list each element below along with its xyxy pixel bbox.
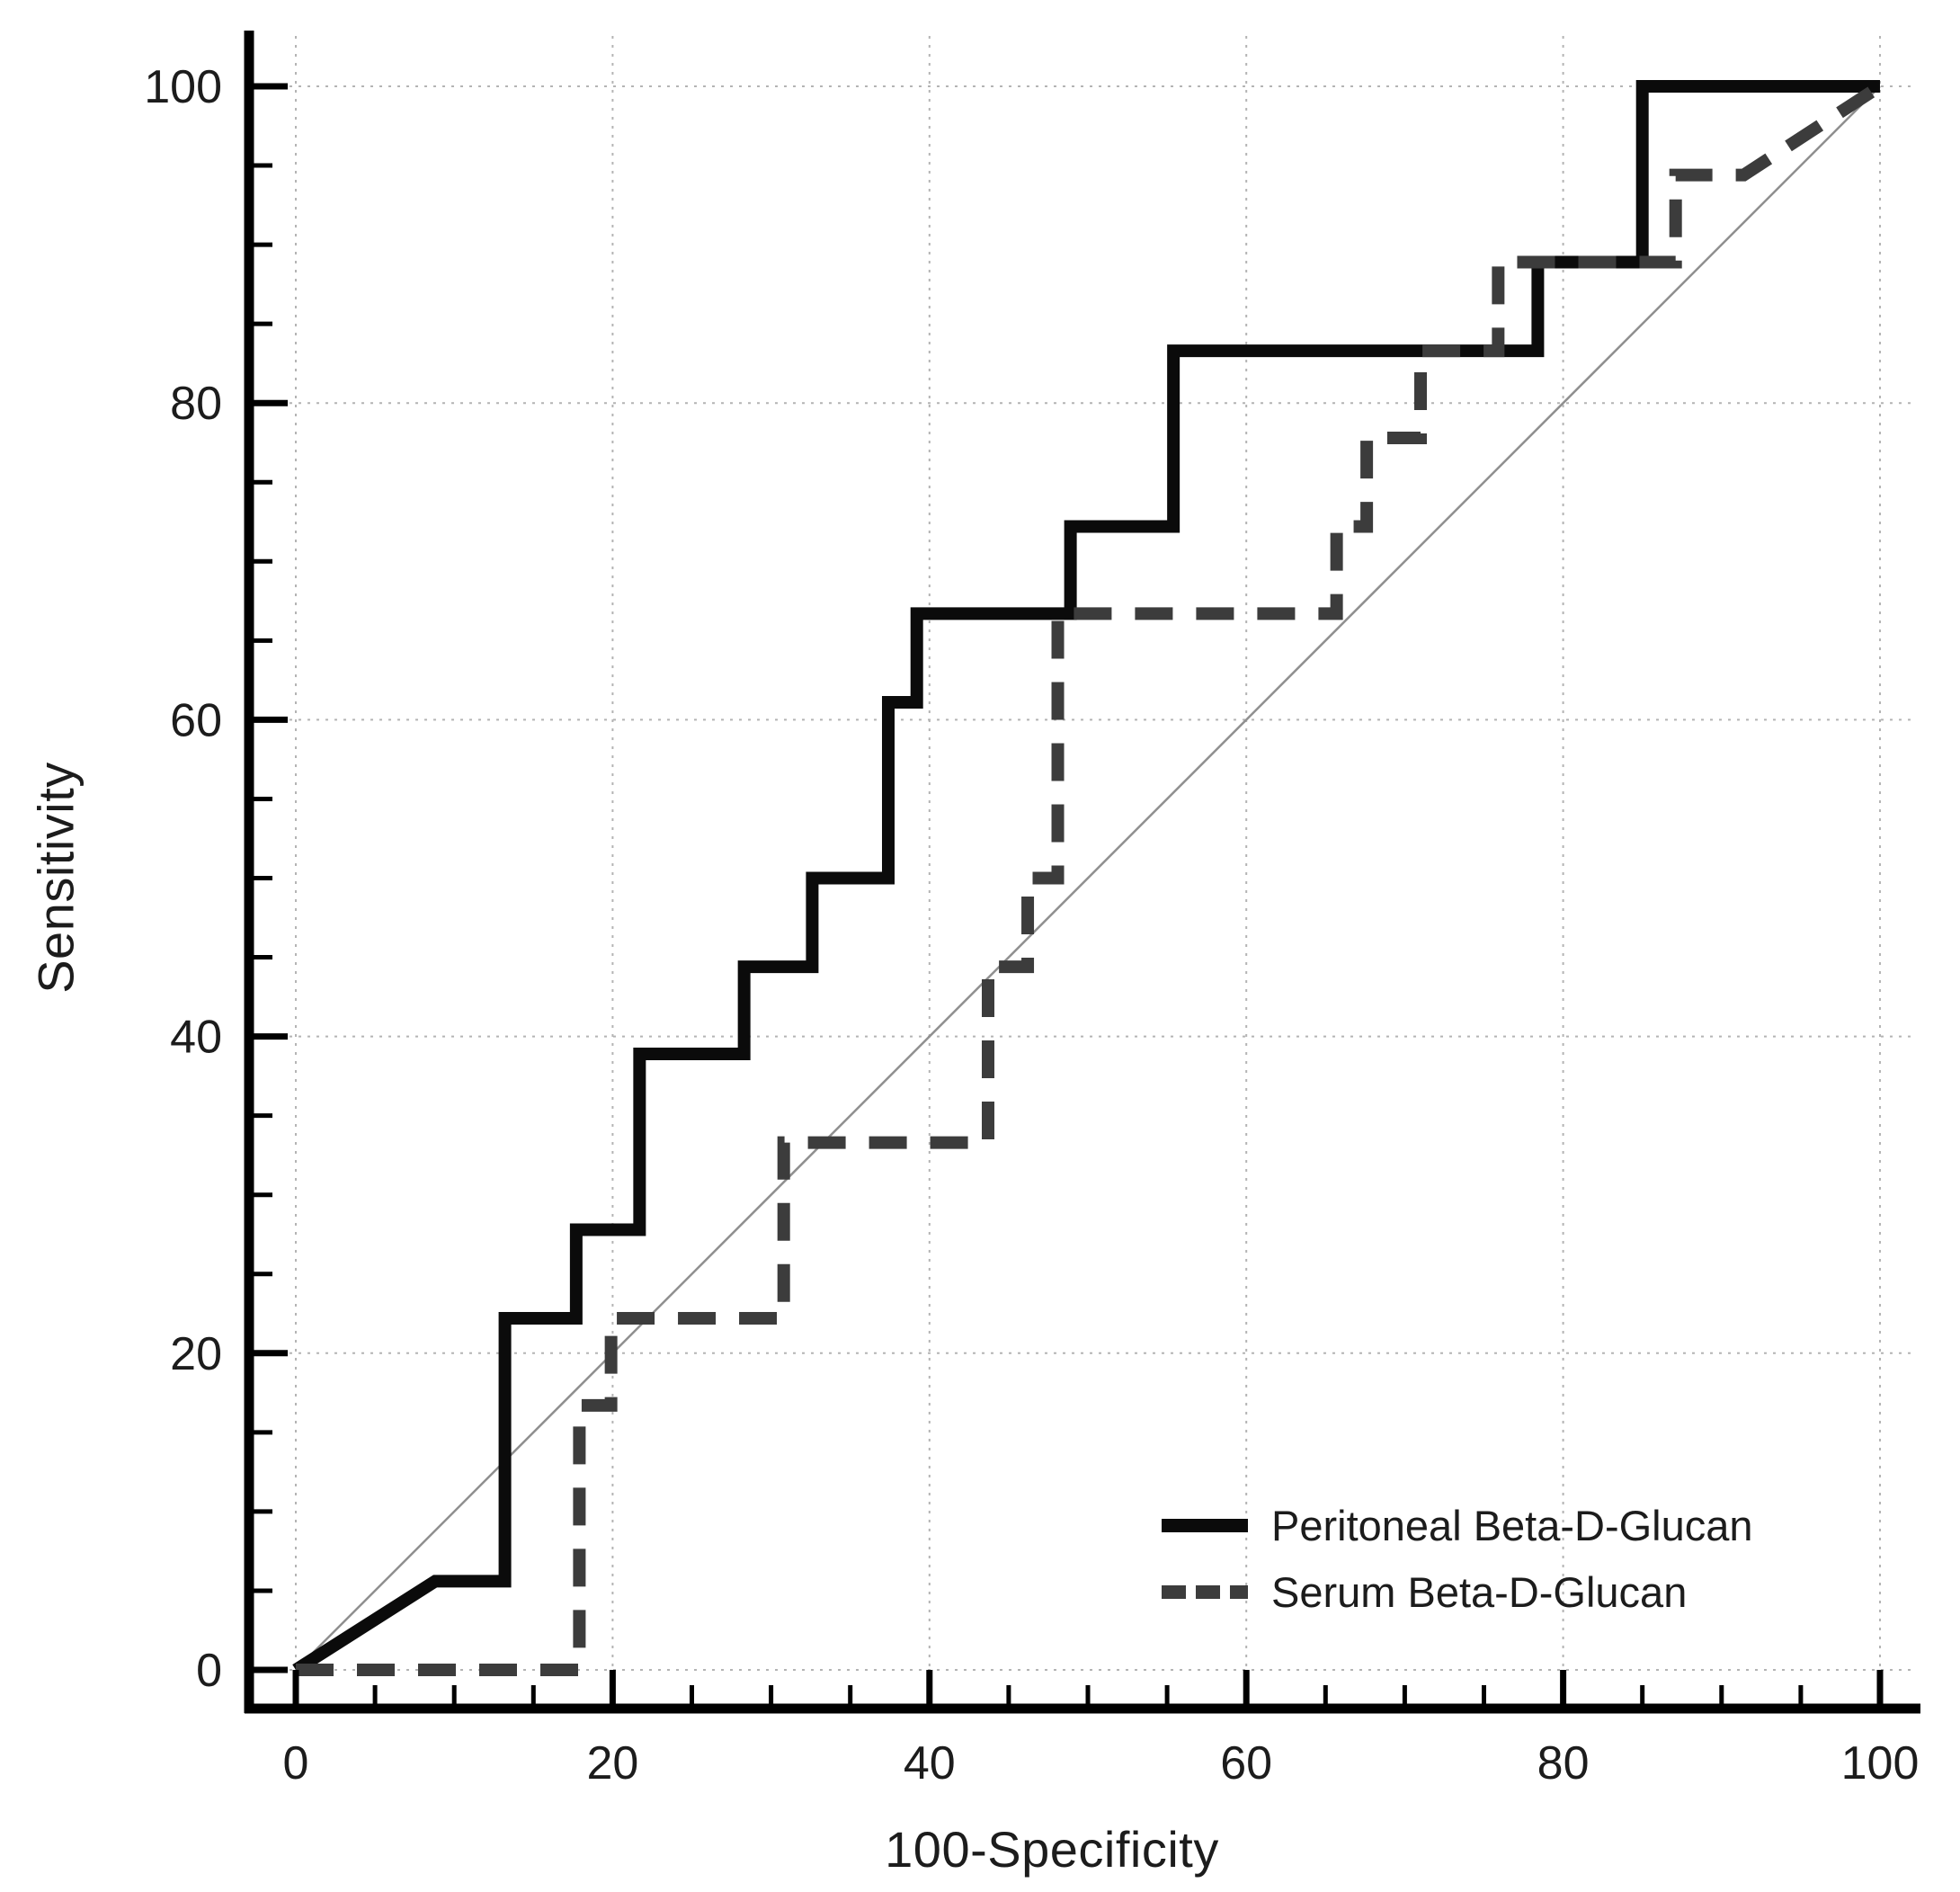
y-tick-label: 0 (196, 1645, 222, 1697)
y-tick-label: 60 (170, 694, 222, 746)
legend: Peritoneal Beta-D-Glucan Serum Beta-D-Gl… (1162, 1500, 1753, 1617)
solid-line-swatch (1162, 1518, 1248, 1532)
y-tick-label: 80 (170, 378, 222, 430)
legend-label-peritoneal: Peritoneal Beta-D-Glucan (1271, 1501, 1753, 1549)
series-curve-peritoneal (292, 80, 1880, 1675)
legend-label-serum: Serum Beta-D-Glucan (1271, 1567, 1688, 1616)
x-axis-title: 100-Specificity (885, 1821, 1219, 1878)
x-tick-label: 20 (586, 1737, 638, 1789)
x-tick-label: 40 (904, 1737, 956, 1789)
x-tick-label: 60 (1220, 1737, 1272, 1789)
y-axis-title: Sensitivity (27, 762, 85, 994)
y-tick-label: 40 (170, 1012, 222, 1064)
legend-item-peritoneal: Peritoneal Beta-D-Glucan (1162, 1500, 1753, 1550)
dashed-line-swatch (1162, 1584, 1248, 1599)
x-tick-label: 0 (283, 1737, 309, 1789)
chance-diagonal-line (295, 85, 1881, 1671)
y-tick-label: 20 (170, 1328, 222, 1380)
legend-item-serum: Serum Beta-D-Glucan (1162, 1566, 1753, 1617)
y-tick-label: 100 (144, 61, 222, 113)
x-tick-label: 100 (1841, 1737, 1920, 1789)
x-tick-label: 80 (1537, 1737, 1590, 1789)
